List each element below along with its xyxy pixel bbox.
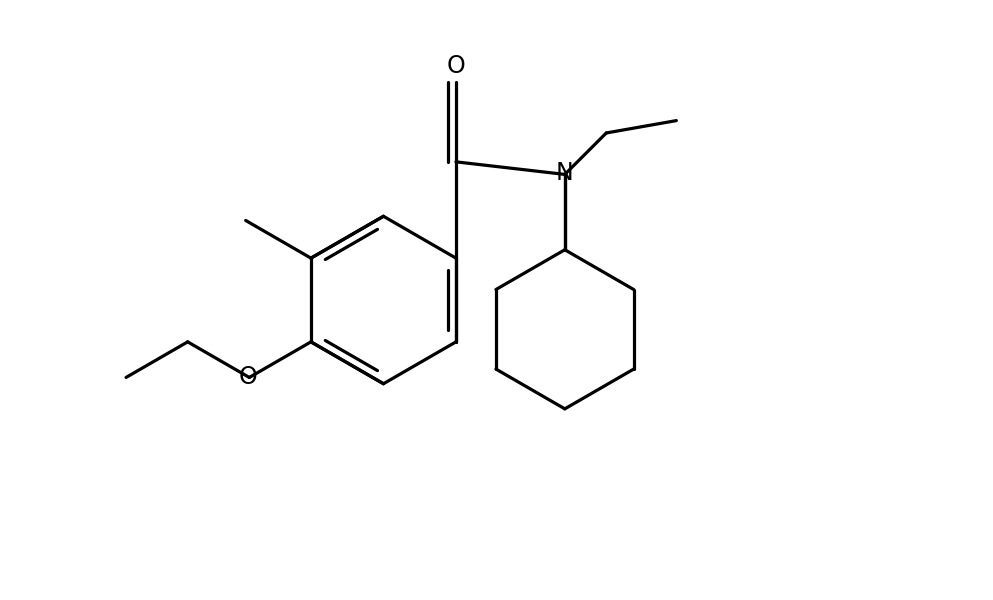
Text: N: N — [556, 161, 574, 185]
Text: O: O — [447, 54, 466, 78]
Text: O: O — [238, 365, 257, 389]
